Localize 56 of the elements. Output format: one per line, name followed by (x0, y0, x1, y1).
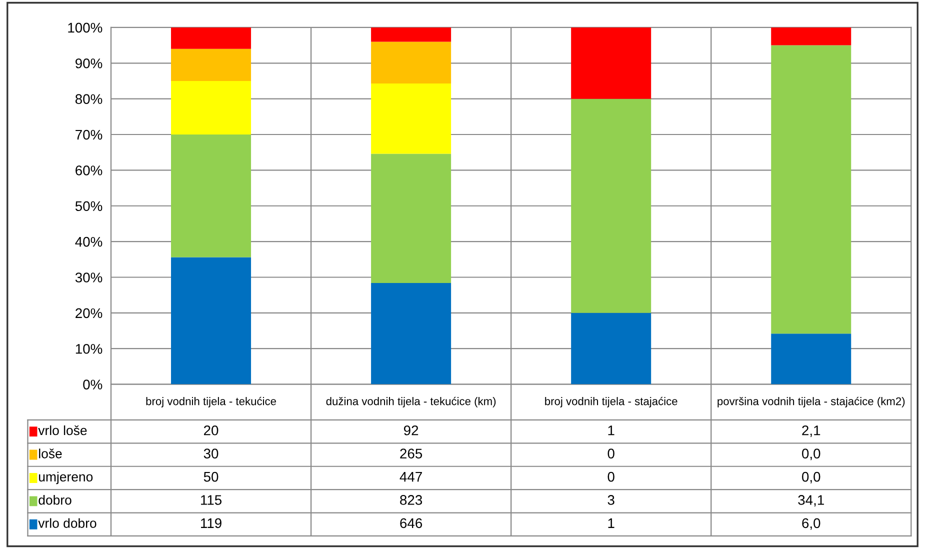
text: 1 (608, 426, 614, 436)
text: 30 (204, 448, 218, 459)
text: 265 (400, 448, 422, 459)
legend-label: vrlo dobro (38, 518, 96, 528)
bar (371, 154, 452, 283)
text: 1 (608, 518, 614, 528)
y-tick-label: 40% (75, 236, 102, 247)
text: 0 (608, 448, 614, 459)
legend-label: umjereno (39, 472, 93, 484)
text: 115 (201, 495, 222, 505)
bar (371, 83, 452, 154)
text: 823 (400, 495, 422, 505)
y-tick-label: 50% (75, 201, 102, 212)
bar (371, 27, 452, 42)
text: 92 (404, 425, 418, 436)
bar (571, 312, 652, 384)
bar (171, 48, 252, 81)
text: 50 (204, 472, 218, 482)
bar (571, 98, 652, 313)
text: 447 (400, 472, 422, 482)
bar (371, 282, 452, 384)
x-tick-label: broj vodnih tijela - tekućice (146, 396, 276, 408)
text: 0 (608, 472, 614, 482)
text: 646 (400, 518, 422, 528)
y-tick-label: 30% (75, 272, 102, 282)
text: 2,1 (802, 425, 820, 437)
text: 6,0 (802, 518, 820, 530)
x-tick-label: broj vodnih tijela - stajaćice (545, 396, 678, 408)
y-tick-label: 20% (76, 308, 102, 318)
legend-label: vrlo loše (38, 425, 87, 436)
text: 3 (608, 495, 614, 505)
bar (771, 45, 852, 334)
y-tick-label: 0% (83, 380, 102, 390)
legend-label: dobro (38, 495, 72, 505)
y-tick-label: 10% (76, 344, 102, 354)
y-tick-label: 60% (76, 166, 102, 176)
legend-label: loše (39, 448, 62, 458)
x-tick-label: dužina vodnih tijela - tekućice (km) (326, 396, 496, 408)
x-tick-label: površina vodnih tijela - stajaćice (km2) (718, 396, 905, 408)
y-tick-label: 90% (76, 58, 102, 68)
bar (771, 27, 852, 46)
text: 0,0 (802, 472, 820, 484)
text: 0,0 (802, 448, 820, 460)
bar (571, 27, 652, 99)
bar (771, 334, 852, 384)
y-tick-label: 100% (68, 22, 102, 33)
bar (171, 134, 252, 258)
text: 34,1 (798, 495, 824, 507)
text: 20 (204, 425, 218, 436)
bar (171, 257, 252, 384)
y-tick-label: 80% (75, 94, 102, 104)
bar (171, 80, 252, 135)
bar (171, 27, 252, 49)
text: 119 (201, 518, 222, 528)
bar (371, 42, 452, 84)
y-tick-label: 70% (76, 130, 102, 140)
